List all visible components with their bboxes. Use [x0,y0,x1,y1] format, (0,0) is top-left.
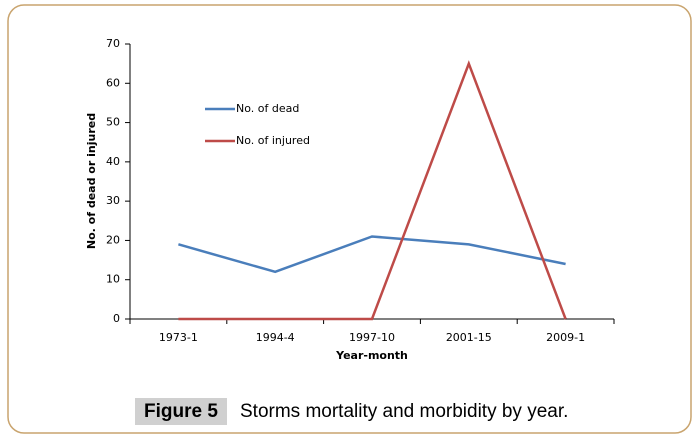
legend-label: No. of dead [236,102,299,115]
figure-label-box [135,398,227,425]
x-axis-label: Year-month [335,349,408,362]
figure-label: Figure 5 [144,401,218,422]
figure-caption: Storms mortality and morbidity by year. [240,401,568,422]
y-tick-label: 30 [106,194,120,207]
x-tick-label: 2009-1 [546,331,585,344]
y-tick-label: 40 [106,155,120,168]
legend-label: No. of injured [236,134,310,147]
y-tick-label: 70 [106,37,120,50]
y-tick-label: 0 [113,312,120,325]
x-tick-label: 2001-15 [446,331,492,344]
y-tick-label: 20 [106,233,120,246]
series-line [178,60,567,321]
y-axis-label: No. of dead or injured [85,113,98,249]
x-tick-label: 1997-10 [349,331,395,344]
x-tick-label: 1994-4 [256,331,295,344]
x-tick-label: 1973-1 [159,331,198,344]
series-line [178,235,566,274]
y-tick-label: 60 [106,76,120,89]
y-tick-label: 10 [106,273,120,286]
frame [7,4,692,434]
y-tick-label: 50 [106,116,120,129]
